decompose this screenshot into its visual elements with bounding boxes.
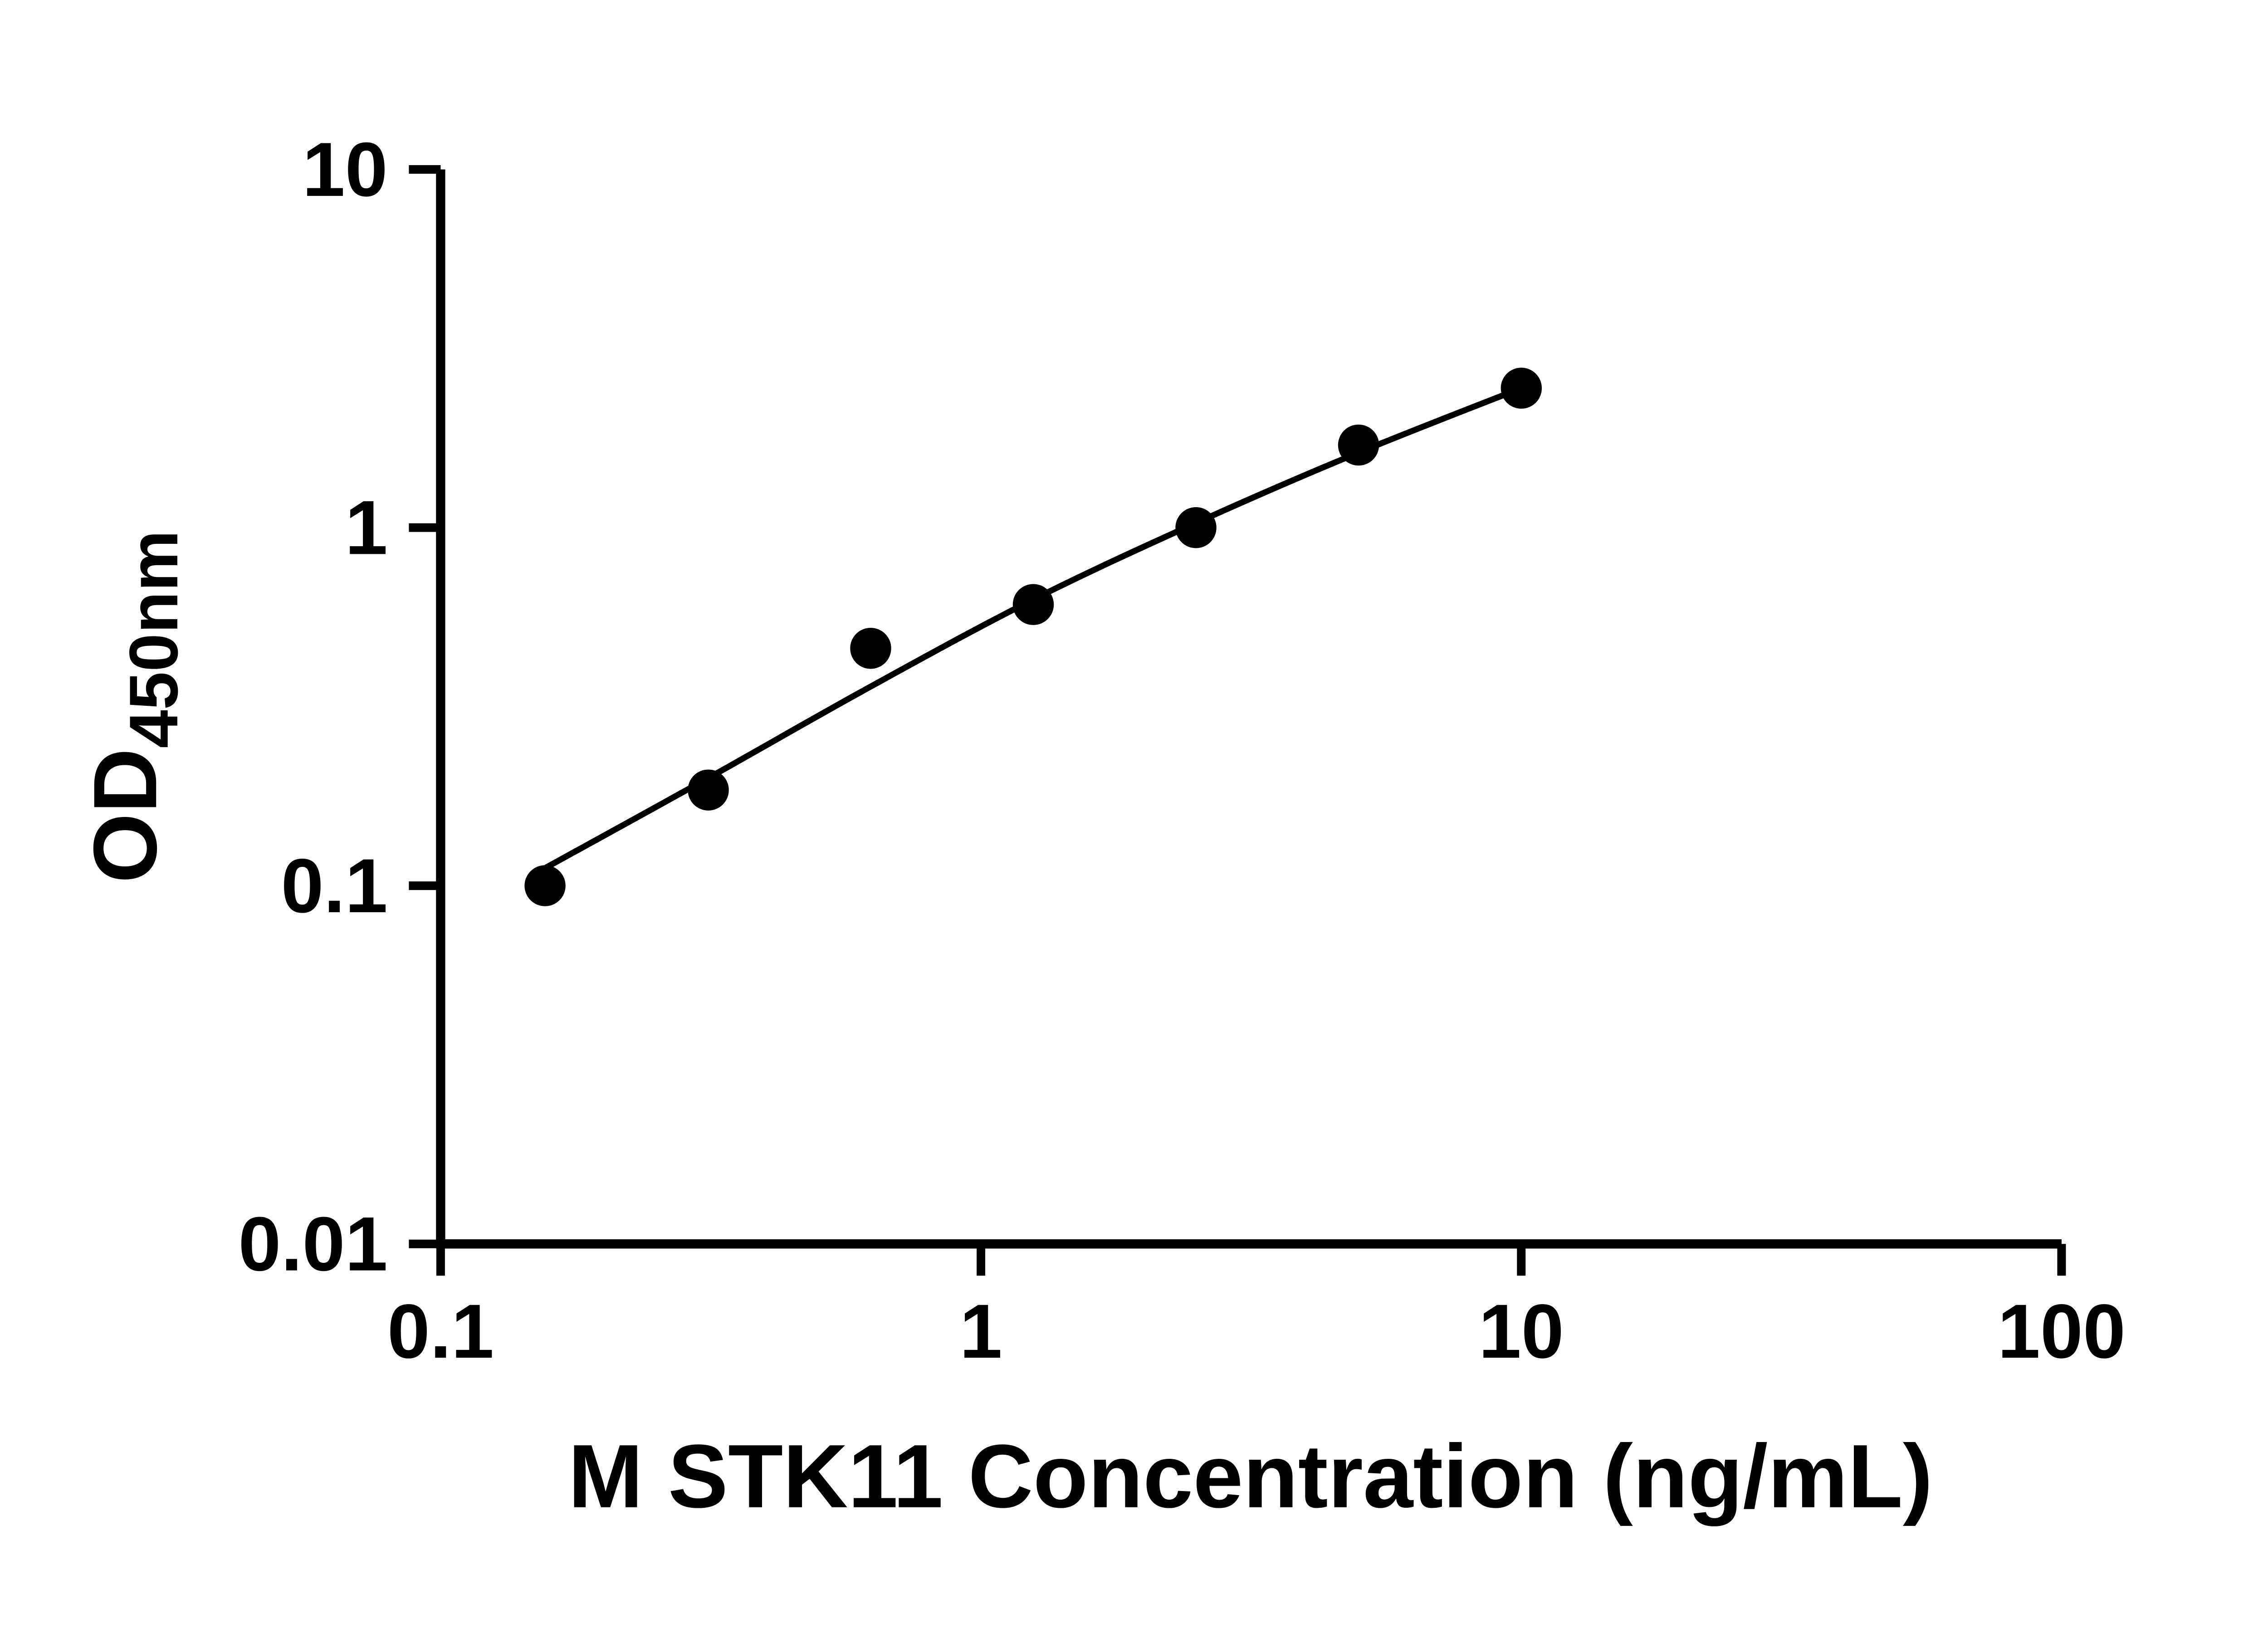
y-tick-label: 0.1 xyxy=(281,843,388,929)
data-point xyxy=(524,865,566,906)
data-point xyxy=(1012,584,1054,625)
y-axis-title-main: OD xyxy=(75,748,176,883)
y-axis-title-sub: 450nm xyxy=(116,530,192,748)
x-tick-label: 10 xyxy=(1479,1288,1564,1374)
y-tick-label: 1 xyxy=(345,484,388,570)
data-point xyxy=(850,628,891,669)
y-axis-title: OD450nm xyxy=(75,530,192,883)
x-axis-title: M STK11 Concentration (ng/mL) xyxy=(568,1426,1933,1527)
data-point xyxy=(1338,424,1379,466)
y-tick-label: 10 xyxy=(303,127,388,212)
y-tick-label: 0.01 xyxy=(238,1201,387,1287)
x-tick-label: 1 xyxy=(960,1288,1002,1374)
plot-axes xyxy=(436,169,2062,1249)
data-point xyxy=(688,769,729,811)
x-tick-label: 100 xyxy=(1998,1288,2126,1374)
data-point xyxy=(1501,367,1542,409)
x-tick-label: 0.1 xyxy=(387,1288,494,1374)
data-point xyxy=(1175,507,1217,548)
